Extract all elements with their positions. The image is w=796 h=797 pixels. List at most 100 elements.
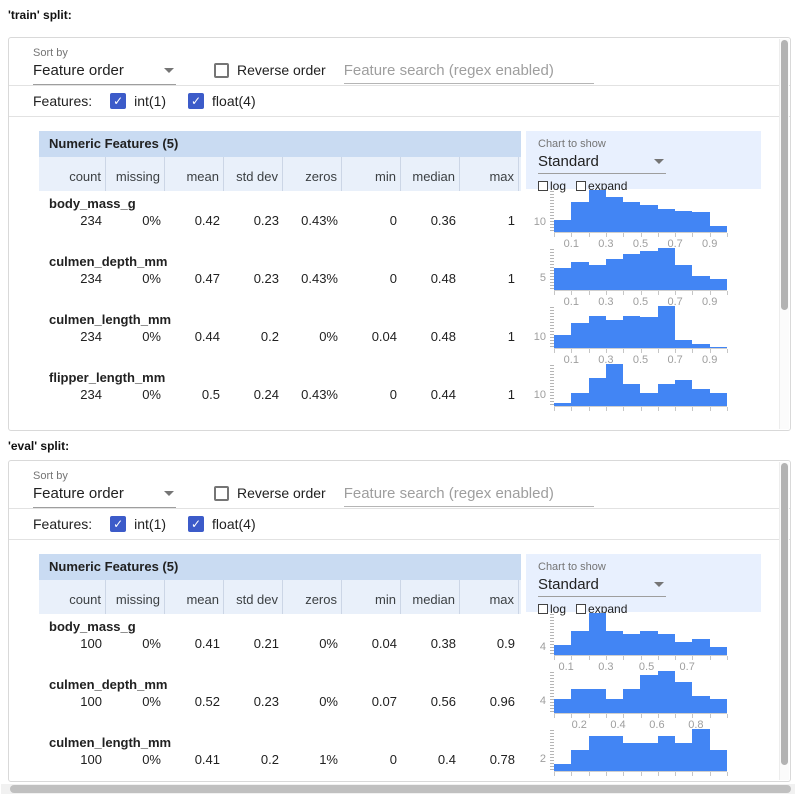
histogram-bar bbox=[571, 201, 589, 232]
histogram-bar bbox=[554, 403, 572, 406]
feature-type-float-checkbox[interactable]: float(4) bbox=[188, 516, 256, 532]
histogram-bar bbox=[571, 262, 589, 290]
histogram-bar bbox=[571, 392, 589, 406]
reverse-order-checkbox[interactable]: Reverse order bbox=[214, 485, 326, 501]
vertical-scrollbar-thumb[interactable] bbox=[781, 463, 788, 765]
checkbox-unchecked-icon[interactable] bbox=[576, 181, 587, 191]
x-axis-tick-label: 0.1 bbox=[563, 296, 579, 308]
column-header-row: count missing mean std dev zeros min median max bbox=[39, 157, 521, 191]
stat-value: 0.44 bbox=[430, 387, 456, 402]
histogram-bar bbox=[675, 681, 693, 713]
histogram-bar bbox=[623, 688, 641, 713]
column-header-count: count bbox=[39, 157, 106, 191]
stat-value: 1 bbox=[507, 213, 515, 228]
vertical-scrollbar[interactable] bbox=[779, 39, 789, 429]
feature-row: flipper_length_mm 234 0% 0.5 0.24 0.43% 0 0.44 1 bbox=[39, 365, 521, 423]
chart-to-show-label: Chart to show bbox=[538, 561, 606, 573]
histogram-bar bbox=[675, 340, 693, 348]
x-axis-tick-label: 0.1 bbox=[563, 354, 579, 366]
histogram-bar bbox=[605, 259, 624, 290]
column-header-zeros: zeros bbox=[283, 580, 342, 614]
checkbox-checked-icon[interactable] bbox=[188, 516, 205, 532]
checkbox-unchecked-icon[interactable] bbox=[214, 62, 229, 78]
controls-row: Sort by Feature order Reverse order bbox=[9, 461, 790, 509]
checkbox-checked-icon[interactable] bbox=[110, 516, 127, 532]
histogram-bars bbox=[554, 190, 727, 233]
checkbox-unchecked-icon[interactable] bbox=[576, 604, 587, 614]
stat-value: 0.2 bbox=[260, 329, 279, 344]
histogram-bar bbox=[675, 641, 693, 655]
feature-search-input[interactable] bbox=[343, 62, 594, 84]
vertical-scrollbar-thumb[interactable] bbox=[781, 40, 788, 310]
reverse-order-label: Reverse order bbox=[237, 485, 326, 501]
horizontal-scrollbar-thumb[interactable] bbox=[10, 785, 791, 793]
feature-type-int-checkbox[interactable]: int(1) bbox=[110, 516, 166, 532]
chart-type-select[interactable]: Standard bbox=[538, 576, 666, 597]
histogram-bar bbox=[554, 335, 572, 348]
stat-value: 100 bbox=[80, 694, 102, 709]
numeric-features-title: Numeric Features (5) bbox=[39, 131, 521, 157]
checkbox-unchecked-icon[interactable] bbox=[538, 181, 548, 191]
x-axis-tick-label: 0.3 bbox=[598, 661, 614, 673]
y-axis-tick-label: 5 bbox=[539, 272, 546, 284]
feature-row: culmen_depth_mm 234 0% 0.47 0.23 0.43% 0 0.48 1 bbox=[39, 249, 521, 307]
stat-value: 0.9 bbox=[496, 636, 515, 651]
histogram-bar bbox=[657, 671, 676, 713]
histogram-flipper_length_mm: 10 bbox=[526, 364, 766, 423]
log-checkbox[interactable]: log bbox=[538, 602, 566, 616]
stat-value: 0.43% bbox=[301, 213, 338, 228]
stat-value: 0.04 bbox=[371, 636, 397, 651]
feature-type-int-checkbox[interactable]: int(1) bbox=[110, 93, 166, 109]
histogram-bar bbox=[657, 736, 676, 771]
histogram-bar bbox=[692, 388, 710, 406]
stat-value: 0.47 bbox=[194, 271, 220, 286]
sort-by-select[interactable]: Feature order bbox=[33, 62, 176, 85]
stat-value: 0 bbox=[389, 213, 397, 228]
column-header-median: median bbox=[401, 157, 460, 191]
stat-value: 234 bbox=[80, 213, 102, 228]
stat-value: 0.52 bbox=[194, 694, 220, 709]
histogram-bar bbox=[657, 248, 676, 290]
stat-value: 0.4 bbox=[437, 752, 456, 767]
histogram-bar bbox=[657, 383, 676, 406]
feature-name: body_mass_g bbox=[49, 619, 136, 634]
checkbox-unchecked-icon[interactable] bbox=[538, 604, 548, 614]
column-header-missing: missing bbox=[106, 580, 165, 614]
expand-checkbox[interactable]: expand bbox=[576, 602, 627, 616]
checkbox-checked-icon[interactable] bbox=[110, 93, 127, 109]
sort-by-select[interactable]: Feature order bbox=[33, 485, 176, 508]
chart-type-select[interactable]: Standard bbox=[538, 153, 666, 174]
column-header-max: max bbox=[460, 580, 519, 614]
histogram-bar bbox=[692, 212, 710, 232]
histogram-bar bbox=[692, 344, 710, 348]
x-axis-tick-label: 0.4 bbox=[610, 719, 626, 731]
histogram-bar bbox=[709, 278, 727, 290]
checkbox-unchecked-icon[interactable] bbox=[214, 485, 229, 501]
histogram-bars bbox=[554, 671, 727, 714]
reverse-order-checkbox[interactable]: Reverse order bbox=[214, 62, 326, 78]
feature-type-float-checkbox[interactable]: float(4) bbox=[188, 93, 256, 109]
vertical-scrollbar[interactable] bbox=[779, 462, 789, 780]
histogram-bar bbox=[657, 208, 676, 232]
log-checkbox[interactable]: log bbox=[538, 179, 566, 193]
stat-value: 234 bbox=[80, 329, 102, 344]
histogram-bars bbox=[554, 364, 727, 407]
feature-rows: body_mass_g 234 0% 0.42 0.23 0.43% 0 0.36 1 culme… bbox=[39, 191, 521, 423]
histogram-bar bbox=[692, 639, 710, 655]
feature-search-input[interactable] bbox=[343, 485, 594, 507]
histogram-body_mass_g: 10 0.1 0.3 0.5 0.7 0.9 bbox=[526, 190, 766, 250]
y-axis-ticks bbox=[550, 191, 554, 233]
stat-value: 0.24 bbox=[253, 387, 279, 402]
x-axis-tick-label: 0.5 bbox=[632, 354, 649, 366]
histogram-bar bbox=[709, 392, 727, 406]
feature-name: culmen_length_mm bbox=[49, 312, 172, 327]
stat-value: 0% bbox=[142, 329, 161, 344]
sort-by-value: Feature order bbox=[33, 62, 124, 79]
horizontal-scrollbar[interactable] bbox=[1, 784, 795, 794]
histogram-bar bbox=[571, 688, 589, 713]
checkbox-checked-icon[interactable] bbox=[188, 93, 205, 109]
expand-checkbox[interactable]: expand bbox=[576, 179, 627, 193]
expand-label: expand bbox=[588, 602, 628, 616]
feature-name: culmen_depth_mm bbox=[49, 677, 168, 692]
stats-panel-train: Sort by Feature order Reverse order Feat… bbox=[8, 37, 791, 431]
